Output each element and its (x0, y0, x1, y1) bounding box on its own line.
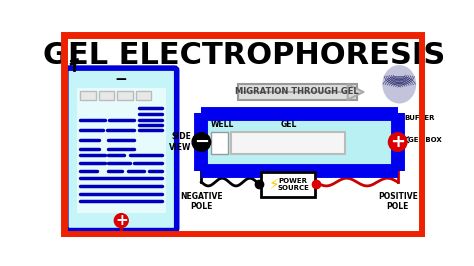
Circle shape (114, 214, 128, 227)
Text: NEGATIVE
POLE: NEGATIVE POLE (180, 192, 223, 211)
FancyBboxPatch shape (66, 68, 177, 231)
Text: −: − (194, 133, 209, 151)
Bar (211, 132, 228, 153)
Circle shape (389, 133, 407, 151)
Text: POWER
SOURCE: POWER SOURCE (277, 178, 309, 191)
Text: POSITIVE
POLE: POSITIVE POLE (378, 192, 418, 211)
FancyBboxPatch shape (136, 91, 151, 100)
Ellipse shape (383, 65, 416, 103)
FancyBboxPatch shape (118, 91, 133, 100)
FancyArrowPatch shape (240, 84, 364, 100)
Text: GEL BOX: GEL BOX (409, 137, 442, 143)
Text: ⚡: ⚡ (269, 177, 280, 192)
Text: GEL ELECTROPHORESIS: GEL ELECTROPHORESIS (43, 40, 445, 69)
Bar (261, 172, 315, 197)
FancyBboxPatch shape (81, 91, 96, 100)
Bar (237, 84, 357, 100)
Text: SIDE
VIEW: SIDE VIEW (169, 132, 191, 152)
Text: +: + (390, 133, 405, 151)
Bar (205, 114, 398, 164)
Bar (231, 132, 346, 153)
Text: WELL: WELL (210, 120, 234, 129)
Text: −: − (115, 72, 128, 87)
Text: BUFFER: BUFFER (405, 115, 435, 121)
FancyBboxPatch shape (99, 91, 114, 100)
Circle shape (192, 133, 210, 151)
Text: MIGRATION THROUGH GEL: MIGRATION THROUGH GEL (235, 88, 359, 97)
Text: GEL: GEL (280, 120, 297, 129)
FancyBboxPatch shape (77, 88, 166, 213)
Text: +: + (115, 213, 128, 228)
